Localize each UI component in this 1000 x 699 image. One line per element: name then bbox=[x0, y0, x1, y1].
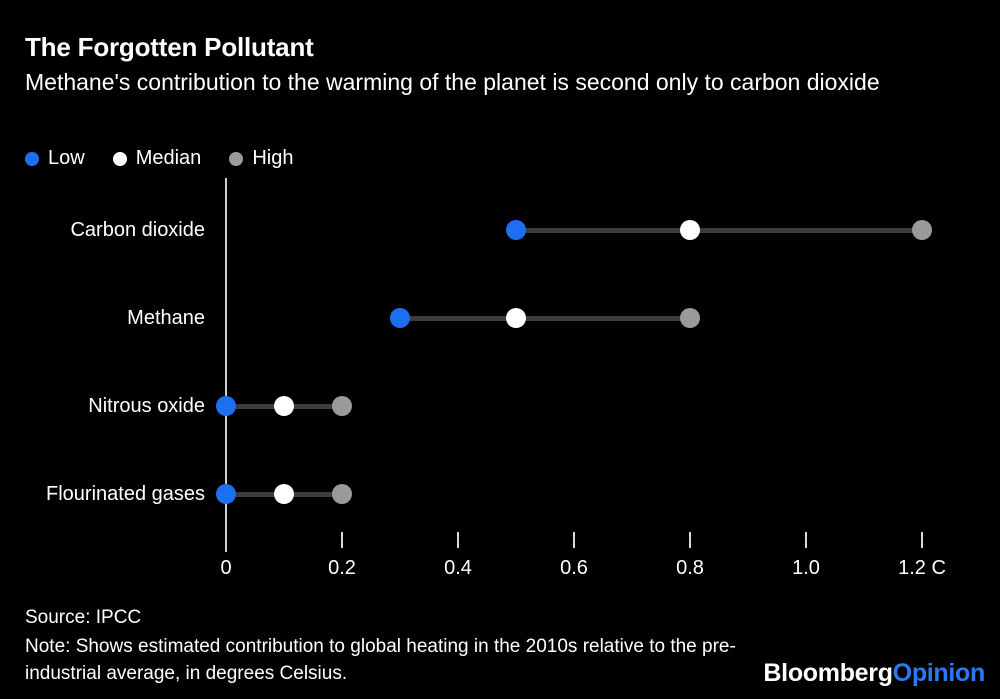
median-dot bbox=[274, 484, 294, 504]
logo-opinion: Opinion bbox=[892, 659, 986, 687]
x-axis-tick-label: 1.0 bbox=[792, 557, 820, 579]
legend-item-low: Low bbox=[25, 147, 85, 170]
low-dot bbox=[216, 484, 236, 504]
x-axis-zero-line bbox=[225, 178, 227, 552]
x-axis-tick bbox=[921, 532, 923, 548]
legend-item-high: High bbox=[229, 147, 293, 170]
x-axis-tick-label: 0.2 bbox=[328, 557, 356, 579]
x-axis-tick bbox=[341, 532, 343, 548]
x-axis-tick-label: 0.8 bbox=[676, 557, 704, 579]
category-label: Carbon dioxide bbox=[70, 219, 205, 241]
range-line bbox=[400, 316, 690, 321]
legend-label-high: High bbox=[252, 147, 294, 169]
low-dot bbox=[506, 220, 526, 240]
median-dot bbox=[274, 396, 294, 416]
category-label: Nitrous oxide bbox=[88, 395, 205, 417]
median-dot-icon bbox=[112, 151, 127, 166]
note-text: Note: Shows estimated contribution to gl… bbox=[25, 636, 736, 684]
x-axis-tick-label: 0 bbox=[220, 557, 232, 579]
legend-item-median: Median bbox=[112, 147, 202, 170]
x-axis-tick-label: 0.6 bbox=[560, 557, 588, 579]
chart-title: The Forgotten Pollutant bbox=[25, 32, 314, 62]
legend-label-median: Median bbox=[135, 147, 202, 169]
x-axis-tick bbox=[457, 532, 459, 548]
low-dot-icon bbox=[25, 151, 39, 166]
high-dot-icon bbox=[229, 151, 244, 166]
category-label: Flourinated gases bbox=[46, 483, 205, 505]
chart-subtitle: Methane's contribution to the warming of… bbox=[25, 69, 880, 95]
median-dot bbox=[506, 308, 526, 328]
x-axis-tick-label: 0.4 bbox=[444, 557, 472, 579]
x-axis-tick bbox=[805, 532, 807, 548]
high-dot bbox=[332, 484, 352, 504]
high-dot bbox=[680, 308, 700, 328]
median-dot bbox=[680, 220, 700, 240]
high-dot bbox=[332, 396, 352, 416]
x-axis-tick bbox=[573, 532, 575, 548]
low-dot bbox=[390, 308, 410, 328]
high-dot bbox=[912, 220, 932, 240]
legend: Low Median High bbox=[25, 147, 293, 170]
low-dot bbox=[216, 396, 236, 416]
x-axis-tick-label: 1.2 C bbox=[898, 557, 946, 579]
bloomberg-opinion-logo: BloombergOpinion bbox=[763, 659, 985, 688]
source-text: Source: IPCC bbox=[25, 607, 142, 628]
x-axis-tick bbox=[689, 532, 691, 548]
logo-bloomberg: Bloomberg bbox=[763, 659, 893, 687]
range-line bbox=[516, 228, 922, 233]
legend-label-low: Low bbox=[48, 147, 85, 169]
category-label: Methane bbox=[127, 307, 205, 329]
